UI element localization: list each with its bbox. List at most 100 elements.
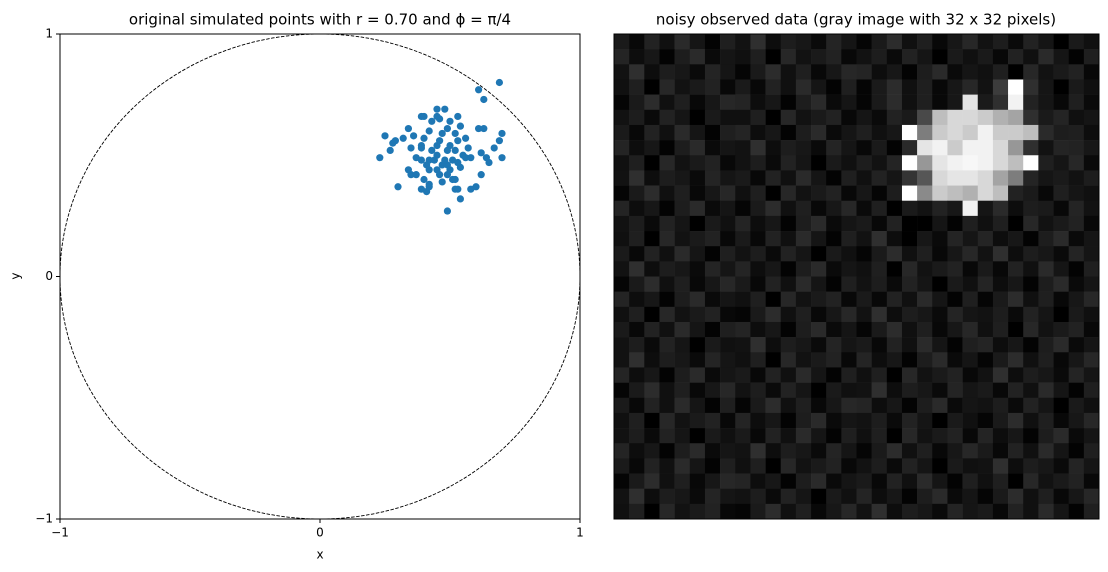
pixel [886,155,903,171]
pixel [614,261,630,277]
pixel [659,94,675,111]
pixel [901,352,918,368]
pixel [992,109,1009,126]
pixel [689,412,706,429]
pixel [962,170,979,186]
scatter-point [438,129,446,138]
pixel [720,382,736,399]
pixel [689,352,706,368]
pixel [659,397,675,414]
pixel [780,488,797,505]
pixel [977,503,994,520]
pixel [659,49,675,65]
pixel [977,109,994,126]
pixel [704,443,721,459]
pixel [886,140,903,156]
pixel [704,64,721,80]
pixel [1068,246,1085,262]
pixel [811,200,827,217]
pixel [674,231,691,247]
pixel [856,170,872,186]
pixel [1068,170,1085,186]
pixel [750,488,766,505]
pixel [962,200,979,217]
pixel [1023,49,1039,65]
pixel [932,473,948,489]
pixel [614,170,630,186]
pixel [765,458,782,474]
pixel [1083,306,1100,323]
pixel [917,291,933,308]
pixel [720,246,736,262]
pixel [901,428,918,444]
pixel [1053,473,1069,489]
pixel [659,458,675,474]
pixel [659,443,675,459]
pixel [1083,109,1100,126]
pixel [780,231,797,247]
pixel [871,79,888,95]
pixel [932,503,948,520]
pixel [886,94,903,111]
pixel [780,443,797,459]
pixel [1008,155,1024,171]
pixel [780,215,797,232]
pixel [765,185,782,202]
pixel [856,200,872,217]
pixel [795,79,812,95]
pixel [1008,170,1024,186]
pixel [947,94,963,111]
pixel [659,276,675,292]
pixel [992,261,1009,277]
pixel [977,155,994,171]
pixel [689,306,706,323]
pixel [1083,488,1100,505]
pixel [735,94,751,111]
scatter-point [480,95,488,104]
pixel [674,261,691,277]
pixel [1023,124,1039,141]
pixel [811,382,827,399]
pixel [720,473,736,489]
pixel [629,200,645,217]
pixel [1053,306,1069,323]
pixel [1023,170,1039,186]
scatter-point [433,166,441,174]
pixel [659,261,675,277]
pixel [1008,246,1024,262]
pixel [735,488,751,505]
pixel [795,49,812,65]
pixel [932,397,948,414]
pixel [735,443,751,459]
pixel [856,185,872,202]
pixel [780,276,797,292]
pixel [917,261,933,277]
pixel [795,109,812,126]
pixel [901,140,918,156]
pixel [689,124,706,141]
pixel [644,352,660,368]
pixel [1038,443,1054,459]
pixel [886,170,903,186]
pixel [735,109,751,126]
scatter-point [485,158,493,167]
pixel [795,276,812,292]
pixel [659,200,675,217]
pixel [765,140,782,156]
x-tick-label: 0 [316,526,324,540]
pixel [1053,246,1069,262]
pixel [901,337,918,353]
pixel [795,231,812,247]
pixel [977,246,994,262]
scatter-point [456,195,464,203]
pixel [1053,382,1069,399]
pixel [992,473,1009,489]
pixel [780,261,797,277]
pixel [1083,428,1100,444]
pixel [614,367,630,383]
pixel [992,246,1009,262]
pixel [977,94,994,111]
pixel [932,291,948,308]
pixel [704,321,721,338]
